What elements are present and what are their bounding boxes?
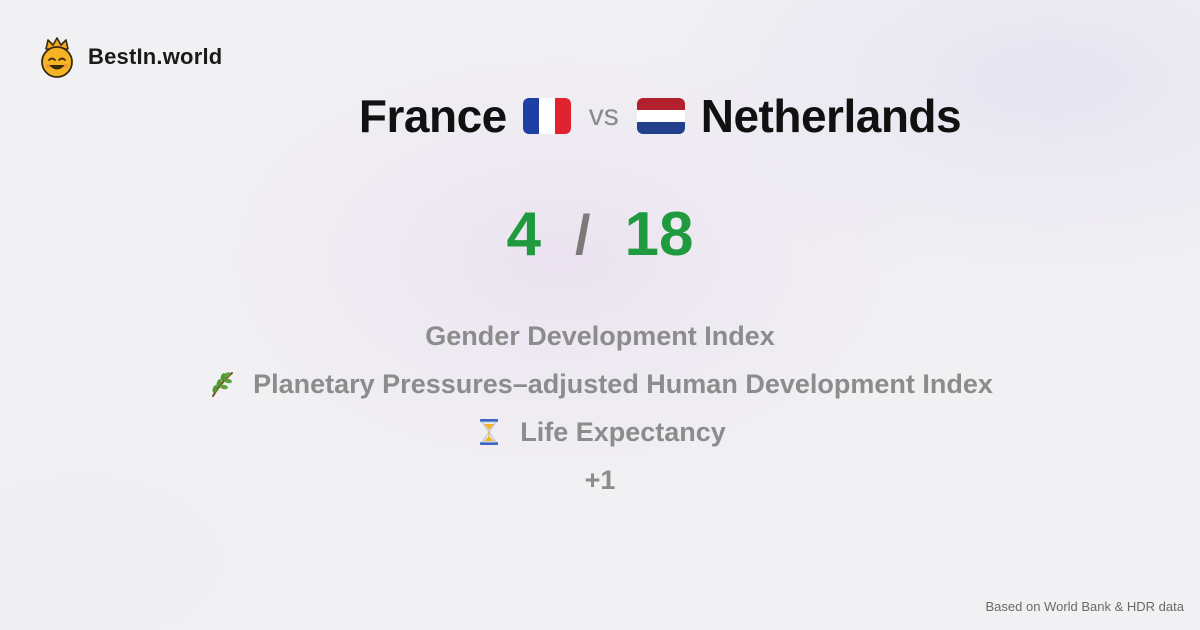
- score-right: 18: [624, 199, 694, 269]
- brand[interactable]: BestIn.world: [38, 36, 222, 78]
- score-separator: /: [574, 202, 591, 266]
- flag-france-icon: [522, 98, 571, 134]
- data-source-note: Based on World Bank & HDR data: [985, 599, 1184, 614]
- hourglass-icon: [480, 419, 499, 445]
- flag-netherlands-icon: [636, 98, 685, 134]
- metric-item: Gender Development Index: [425, 312, 775, 360]
- metric-label: Gender Development Index: [425, 320, 775, 351]
- country-right-name: Netherlands: [700, 90, 962, 142]
- metric-label: Life Expectancy: [520, 416, 726, 447]
- metric-label: Planetary Pressures–adjusted Human Devel…: [253, 368, 993, 399]
- score-left: 4: [506, 199, 541, 269]
- crowned-smiley-icon: [41, 37, 73, 78]
- country-left-name: France: [358, 90, 507, 142]
- score: 4 / 18: [0, 196, 1200, 272]
- brand-name: BestIn.world: [88, 44, 223, 69]
- metric-item: Planetary Pressures–adjusted Human Devel…: [207, 360, 993, 408]
- herb-icon: [212, 372, 234, 397]
- metric-item: Life Expectancy: [474, 408, 726, 456]
- more-metrics-count: +1: [584, 464, 616, 495]
- metric-list: Gender Development Index Planetary Press…: [0, 312, 1200, 504]
- vs-label: vs: [588, 99, 619, 132]
- comparison-title: France vs Netherlands: [0, 86, 1200, 146]
